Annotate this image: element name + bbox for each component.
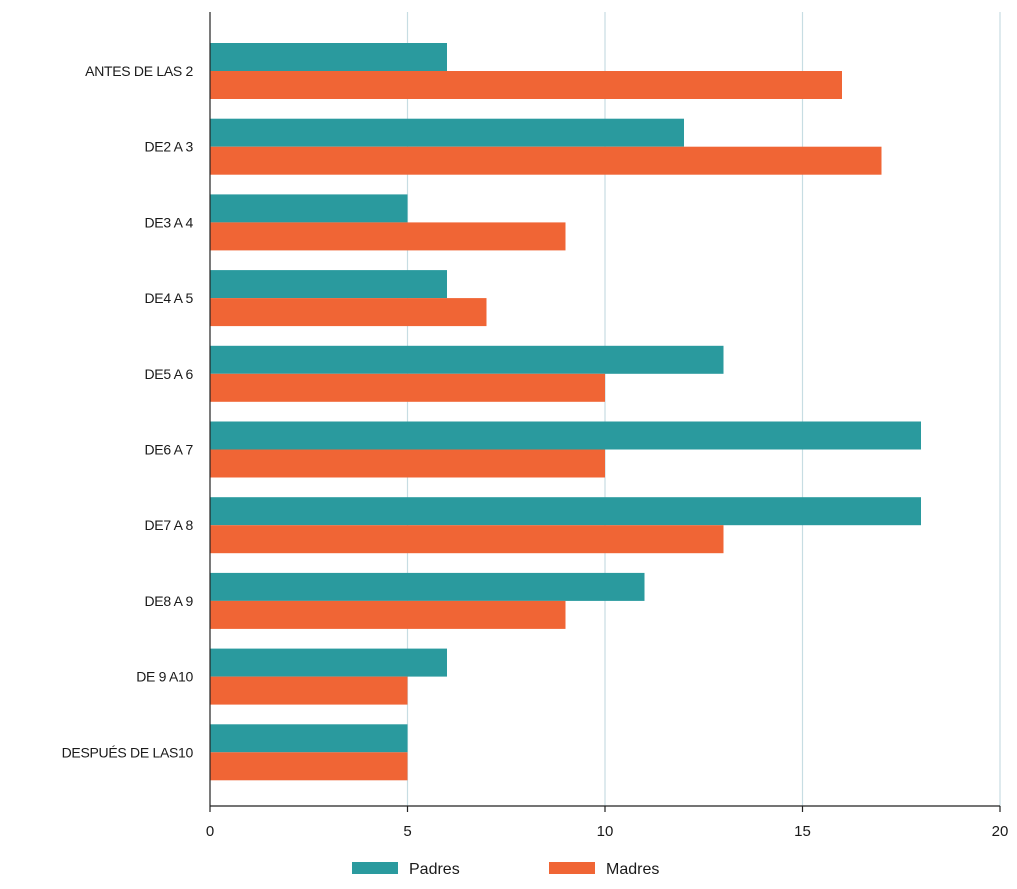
bar-padres-0 (210, 43, 447, 71)
category-label-4: DE5 A 6 (145, 366, 194, 382)
bar-padres-9 (210, 724, 408, 753)
category-label-3: DE4 A 5 (145, 290, 194, 306)
category-label-2: DE3 A 4 (145, 214, 194, 230)
category-label-7: DE8 A 9 (145, 593, 194, 609)
category-label-5: DE6 A 7 (145, 442, 194, 458)
bar-madres-8 (210, 676, 408, 705)
x-tick-label-0: 0 (206, 823, 214, 840)
bar-madres-7 (210, 600, 566, 629)
bar-padres-8 (210, 648, 447, 677)
bar-padres-6 (210, 497, 921, 526)
category-label-9: DESPUÉS DE LAS10 (62, 744, 194, 760)
bar-padres-7 (210, 572, 645, 601)
legend-swatch-madres (549, 862, 595, 874)
bars (210, 43, 921, 781)
bar-padres-5 (210, 421, 921, 450)
bar-madres-5 (210, 449, 605, 478)
category-label-6: DE7 A 8 (145, 517, 194, 533)
x-tick-label-3: 15 (794, 823, 811, 840)
legend-label-padres: Padres (409, 861, 460, 878)
bar-padres-1 (210, 118, 684, 147)
axes (209, 12, 1001, 812)
bar-madres-1 (210, 146, 882, 175)
x-tick-label-4: 20 (992, 823, 1009, 840)
bar-madres-0 (210, 71, 842, 99)
bar-madres-9 (210, 752, 408, 781)
x-axis-tick-labels: 0 5 10 15 20 (206, 823, 1009, 840)
bar-padres-2 (210, 194, 408, 223)
category-label-0: ANTES DE LAS 2 (85, 63, 193, 79)
bar-madres-4 (210, 373, 605, 402)
legend: Padres Madres (352, 861, 659, 878)
bar-padres-4 (210, 345, 724, 374)
category-label-8: DE 9 A10 (136, 669, 193, 685)
bar-padres-3 (210, 270, 447, 299)
x-tick-label-1: 5 (403, 823, 411, 840)
category-label-1: DE2 A 3 (145, 139, 194, 155)
bar-madres-2 (210, 222, 566, 251)
legend-swatch-padres (352, 862, 398, 874)
legend-label-madres: Madres (606, 861, 659, 878)
y-axis-category-labels: ANTES DE LAS 2 DE2 A 3 DE3 A 4 DE4 A 5 DE5 A… (62, 63, 194, 760)
bar-madres-6 (210, 525, 724, 554)
bar-madres-3 (210, 298, 487, 327)
x-tick-label-2: 10 (597, 823, 614, 840)
